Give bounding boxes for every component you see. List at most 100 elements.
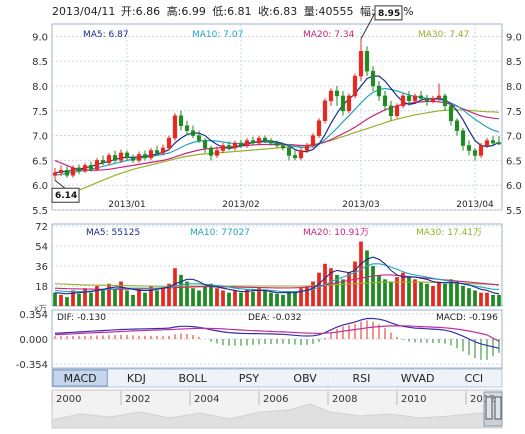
candle <box>142 150 148 161</box>
candle <box>148 148 154 161</box>
volume-bar <box>425 283 429 306</box>
candle-body <box>376 85 382 97</box>
candle <box>208 145 214 161</box>
candle-body <box>118 152 124 161</box>
candle-body <box>190 130 196 136</box>
price-ma5-label: MA5: 6.87 <box>83 30 129 40</box>
tab-label: WVAD <box>401 372 435 385</box>
candle <box>196 130 202 144</box>
candle-body <box>154 150 160 154</box>
quote-date: 2013/04/11 <box>52 5 115 18</box>
tab-macd[interactable]: MACD <box>52 369 108 387</box>
volume-ma5-label: MA5: 55125 <box>86 228 140 238</box>
volume-bar <box>383 279 387 306</box>
volume-bar <box>269 292 273 306</box>
dea-label: DEA: -0.032 <box>248 313 302 323</box>
tab-background[interactable] <box>221 369 277 387</box>
candle <box>52 167 58 181</box>
volume-bar <box>257 288 261 306</box>
volume-y-tick: 54 <box>35 242 48 253</box>
macd-y-tick: 0.000 <box>19 335 48 346</box>
volume-bar <box>275 293 279 306</box>
tab-cci[interactable]: CCI <box>446 369 502 387</box>
candle-body <box>298 150 304 159</box>
volume-bar <box>359 241 363 306</box>
volume-bar <box>101 290 105 306</box>
price-y-axis-right: 9.0 8.5 8.0 7.5 7.0 6.5 6.0 5.5 <box>506 32 522 217</box>
volume-bar <box>461 286 465 306</box>
candle <box>124 150 130 161</box>
candle <box>226 141 232 151</box>
tab-kdj[interactable]: KDJ <box>108 369 164 387</box>
tab-background[interactable] <box>52 369 108 387</box>
timeline-right-handle[interactable] <box>494 396 502 420</box>
candle-body <box>340 95 346 112</box>
candle <box>286 145 292 161</box>
tab-background[interactable] <box>333 369 389 387</box>
candle <box>232 140 238 151</box>
tab-wvad[interactable]: WVAD <box>390 369 446 387</box>
volume-bar <box>161 288 165 306</box>
tab-rsi[interactable]: RSI <box>333 369 389 387</box>
candle-body <box>478 145 484 156</box>
volume-bar <box>167 283 171 306</box>
macd-y-tick: 0.354 <box>19 310 48 321</box>
candle <box>112 150 118 163</box>
candle-body <box>406 95 412 102</box>
candle-body <box>106 155 112 164</box>
dif-line <box>54 317 500 349</box>
candle <box>316 118 322 139</box>
candle <box>370 66 376 91</box>
candle-body <box>358 51 364 77</box>
tab-background[interactable] <box>108 369 164 387</box>
volume-bar <box>179 274 183 306</box>
high-callout-box <box>374 5 403 21</box>
tab-label: OBV <box>293 372 317 385</box>
timeline-year-label: 2002 <box>125 394 150 405</box>
volume-bar <box>401 272 405 306</box>
price-x-tick: 2013/03 <box>342 200 379 210</box>
candle <box>82 162 88 173</box>
candle-body <box>322 100 328 121</box>
tab-label: KDJ <box>127 372 146 385</box>
tab-background[interactable] <box>277 369 333 387</box>
volume-bar <box>113 289 117 306</box>
tab-background[interactable] <box>446 369 502 387</box>
volume-y-tick: 18 <box>35 282 48 293</box>
candle-body <box>226 145 232 149</box>
low-price-callout: 6.14 <box>51 179 80 203</box>
volume-bar <box>227 292 231 306</box>
candle-body <box>286 147 292 156</box>
volume-bar <box>335 274 339 306</box>
volume-bar <box>317 272 321 306</box>
tab-psy[interactable]: PSY <box>221 369 277 387</box>
candle <box>190 125 196 139</box>
dif-label: DIF: -0.130 <box>57 313 106 323</box>
volume-ma30-line <box>54 281 500 287</box>
candle-body <box>76 167 82 172</box>
low-callout-leader <box>54 179 66 189</box>
volume-bar <box>125 290 129 306</box>
price-ma30-label: MA30: 7.47 <box>418 30 469 40</box>
tab-obv[interactable]: OBV <box>277 369 333 387</box>
price-x-tick: 2013/01 <box>108 200 145 210</box>
price-y-tick-left: 7.5 <box>32 107 48 118</box>
candle-body <box>424 98 430 102</box>
volume-value: 40555 <box>319 5 354 18</box>
candle-body <box>196 135 202 141</box>
candle-body <box>52 172 58 176</box>
tab-background[interactable] <box>390 369 446 387</box>
timeline-navigator[interactable]: 2000 2002 2004 2006 2008 2010 2012 <box>51 389 503 429</box>
candle <box>346 93 352 114</box>
tab-background[interactable] <box>165 369 221 387</box>
volume-bar <box>59 294 63 306</box>
candle-body <box>130 157 136 161</box>
tab-label: MACD <box>64 372 97 385</box>
candle <box>280 143 286 151</box>
candle-body <box>490 140 496 144</box>
tab-label: PSY <box>239 372 260 385</box>
volume-bar <box>71 290 75 306</box>
volume-bar <box>395 277 399 306</box>
tab-boll[interactable]: BOLL <box>165 369 221 387</box>
timeline-left-handle[interactable] <box>485 396 493 420</box>
